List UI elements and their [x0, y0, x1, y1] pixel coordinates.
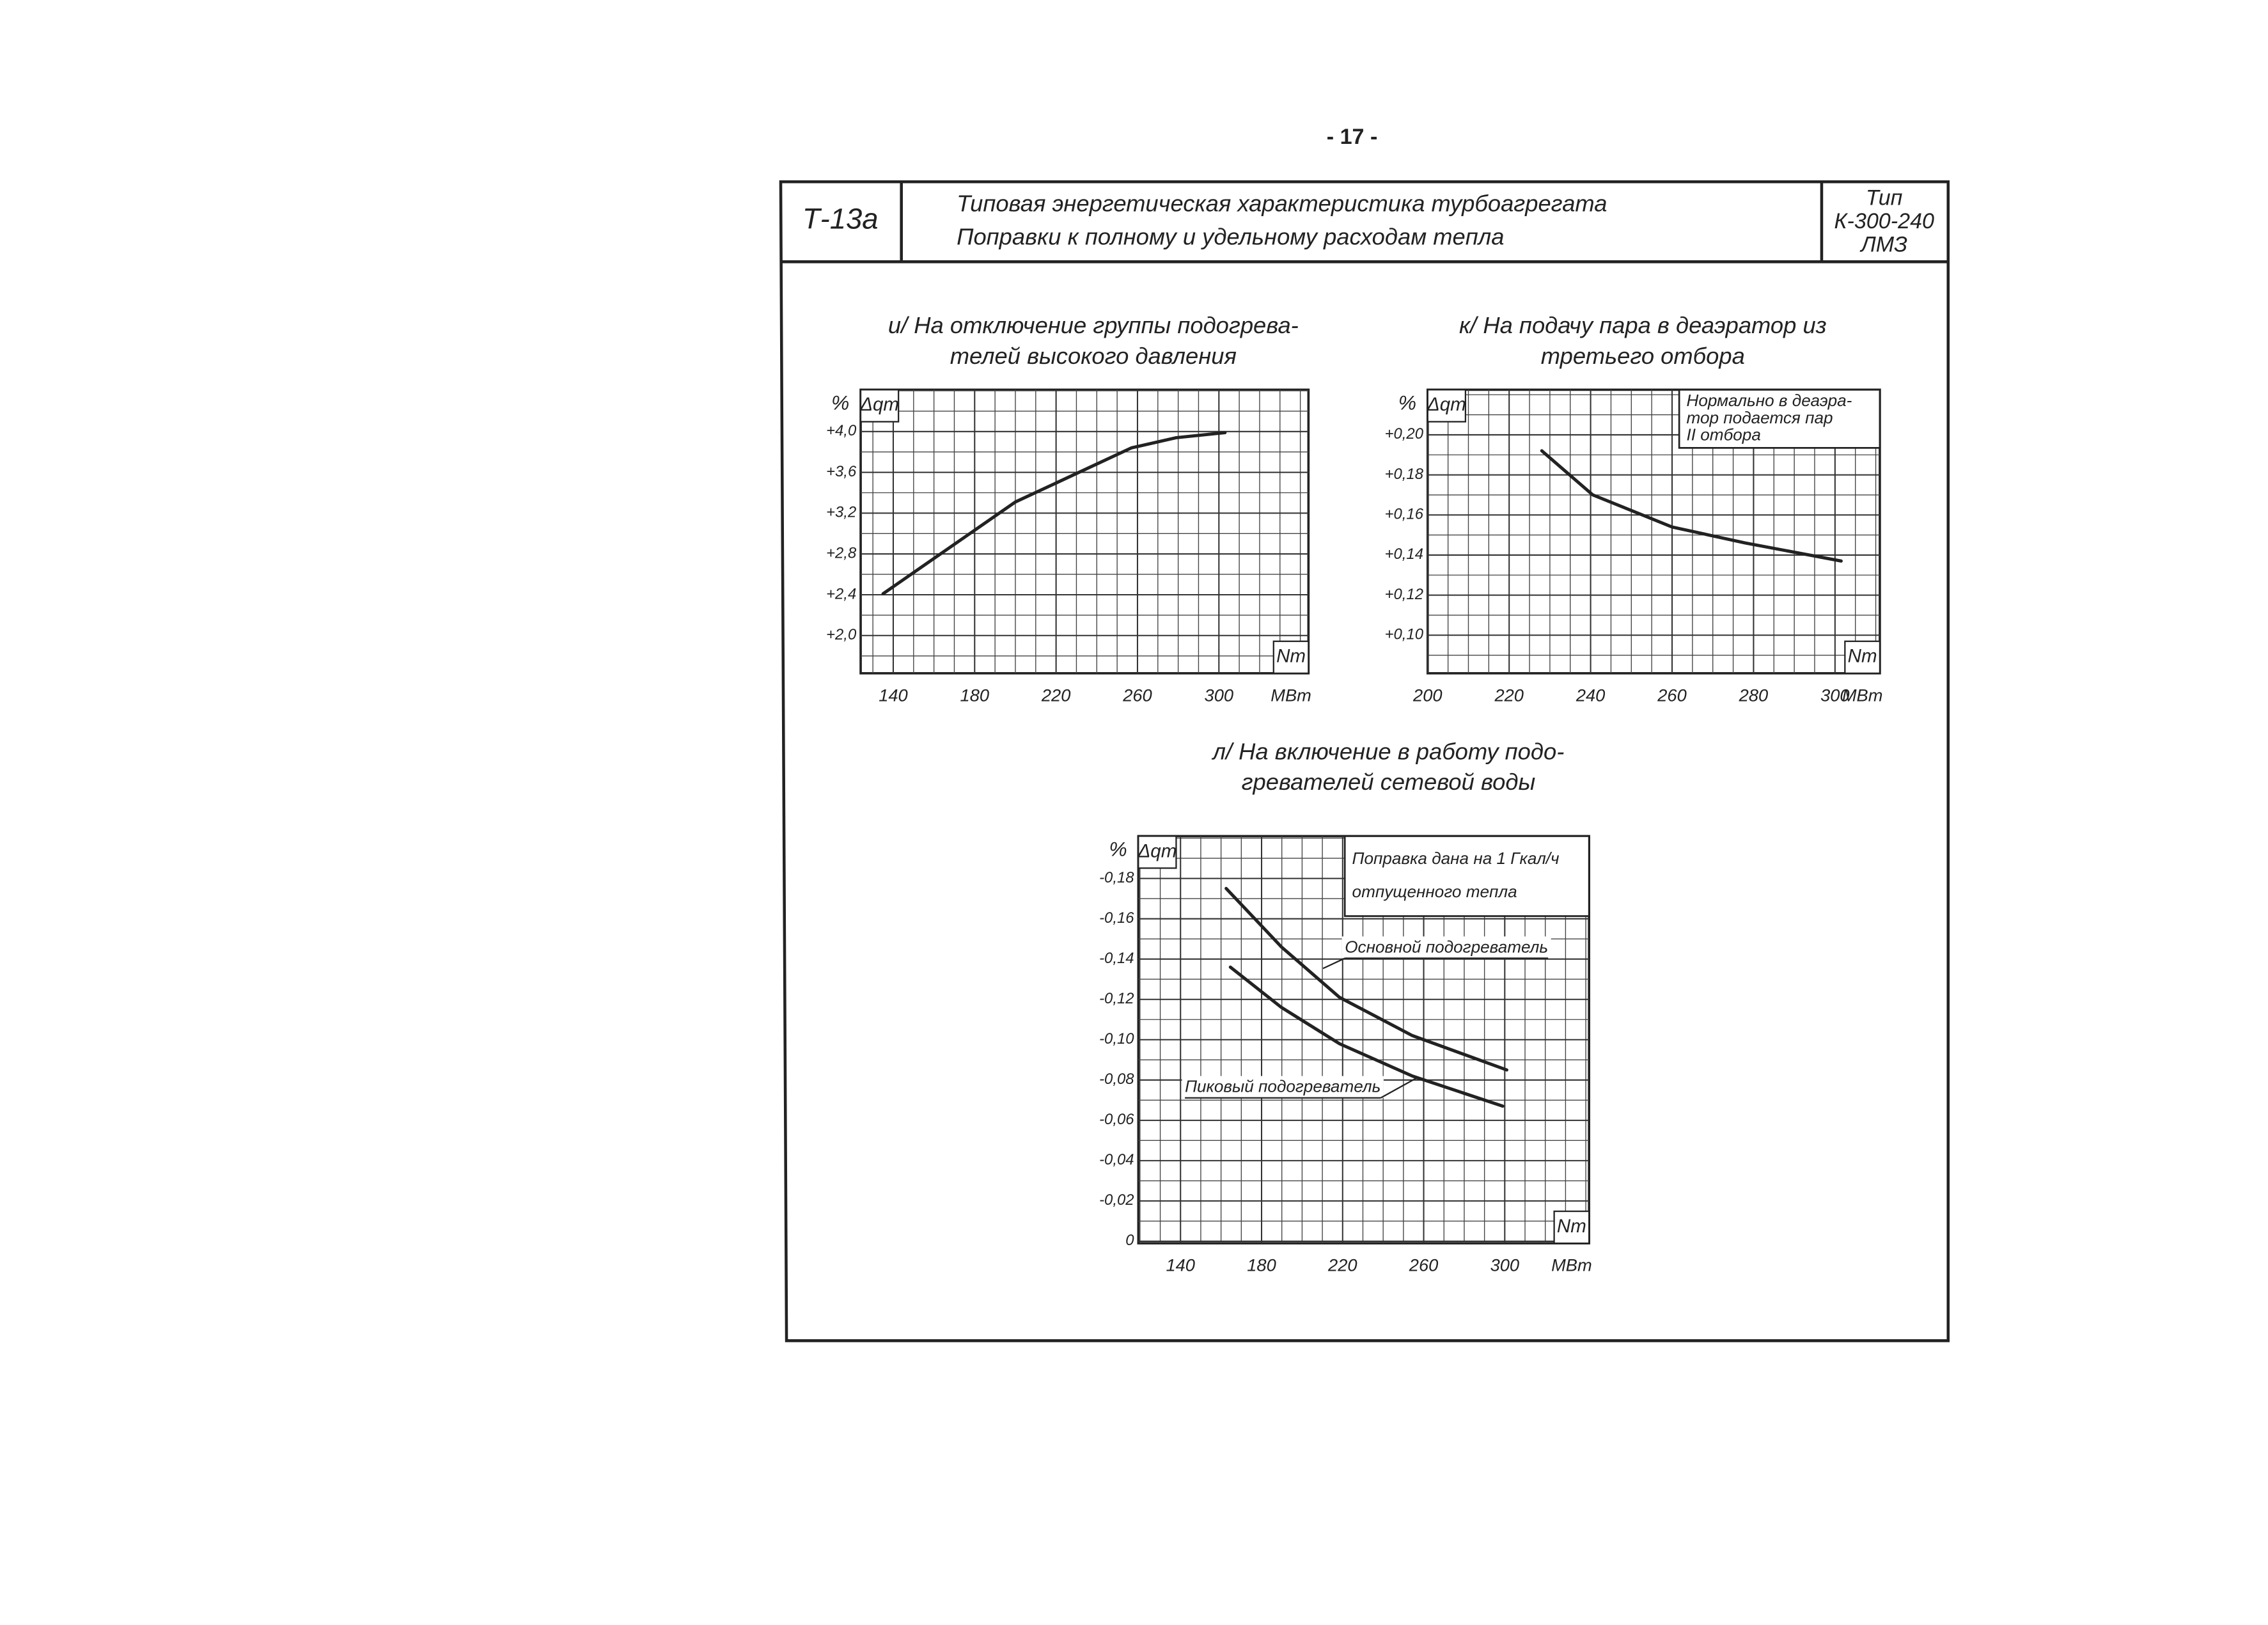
x-tick-label: 220 [1327, 1255, 1357, 1275]
y-tick-label: +0,10 [1385, 626, 1424, 643]
x-unit: МВт [1551, 1255, 1592, 1275]
chart-title: л/ На включение в работу подо- [1211, 738, 1564, 764]
x-tick-label: 140 [879, 685, 908, 705]
y-tick-label: -0,12 [1099, 990, 1134, 1007]
header-title: Типовая энергетическая характеристика ту… [957, 190, 1607, 216]
x-label: Nт [1557, 1216, 1586, 1237]
data-line [1540, 449, 1843, 563]
note-text: Поправка дана на 1 Гкал/ч [1352, 849, 1560, 868]
y-unit: % [1109, 838, 1127, 861]
series-label: Основной подогреватель [1345, 937, 1548, 956]
chart-title: к/ На подачу пара в деаэратор из [1459, 312, 1827, 338]
plot-area [859, 388, 1310, 675]
y-tick-label: -0,04 [1099, 1151, 1134, 1168]
y-tick-label: -0,14 [1099, 950, 1134, 967]
y-tick-label: +2,8 [826, 545, 857, 562]
y-tick-label: +4,0 [826, 422, 857, 439]
outer-border [779, 180, 1950, 1342]
x-tick-label: 200 [1412, 685, 1443, 705]
y-tick-label: +2,4 [826, 585, 856, 602]
y-label-box [1427, 389, 1467, 423]
x-tick-label: 260 [1657, 685, 1687, 705]
x-unit: МВт [1271, 685, 1311, 705]
y-tick-label: +0,14 [1385, 546, 1423, 563]
data-line [881, 430, 1227, 595]
x-tick-label: 140 [1166, 1255, 1195, 1275]
x-label: Nт [1276, 646, 1306, 667]
x-label-box [1553, 1210, 1590, 1244]
y-tick-label: +0,18 [1385, 466, 1424, 483]
y-label-box [859, 389, 900, 423]
x-tick-label: 220 [1041, 685, 1071, 705]
y-tick-label: 0 [1125, 1232, 1134, 1249]
note-box [1343, 835, 1590, 917]
x-tick-label: 260 [1409, 1255, 1439, 1275]
series-label-bg [1182, 1076, 1384, 1098]
y-tick-label: -0,02 [1099, 1191, 1134, 1209]
chart-title: телей высокого давления [950, 343, 1237, 369]
type-value: К-300-240 [1834, 209, 1934, 233]
x-label-box [1844, 640, 1881, 674]
leader-line [1380, 1076, 1418, 1099]
y-tick-label: +3,2 [826, 504, 856, 521]
x-tick-label: 300 [1490, 1255, 1520, 1275]
x-label: Nт [1848, 646, 1877, 667]
x-tick-label: 220 [1494, 685, 1524, 705]
sheet-code: Т-13а [802, 203, 879, 235]
chart-title: гревателей сетевой воды [1242, 769, 1536, 795]
note-text: тор подается пар [1687, 408, 1833, 427]
y-tick-label: -0,18 [1099, 869, 1134, 886]
series-label: Пиковый подогреватель [1185, 1077, 1380, 1096]
chart-title: третьего отбора [1541, 343, 1745, 369]
y-tick-label: +2,0 [826, 626, 857, 643]
type-maker: ЛМЗ [1859, 232, 1907, 256]
type-label: Тип [1866, 186, 1903, 210]
note-box [1678, 389, 1881, 449]
y-unit: % [1398, 391, 1416, 414]
x-tick-label: 280 [1739, 685, 1769, 705]
y-unit: % [831, 391, 849, 414]
header-title: Поправки к полному и удельному расходам … [957, 224, 1504, 250]
x-tick-label: 180 [1247, 1255, 1276, 1275]
leader-line [1322, 957, 1345, 970]
note-text: отпущенного тепла [1352, 882, 1517, 901]
frame [779, 180, 1950, 1342]
chart-title: и/ На отключение группы подогрева- [888, 312, 1299, 338]
note-text: II отбора [1687, 425, 1761, 444]
series-label-bg [1341, 936, 1551, 959]
y-tick-label: -0,16 [1099, 909, 1134, 927]
x-unit: МВт [1842, 685, 1883, 705]
x-tick-label: 240 [1576, 685, 1605, 705]
y-tick-label: +0,12 [1385, 586, 1423, 603]
page-number: - 17 - [1327, 125, 1378, 149]
x-tick-label: 260 [1122, 685, 1152, 705]
y-tick-label: -0,08 [1099, 1071, 1134, 1088]
y-tick-label: +0,20 [1385, 425, 1424, 443]
data-line [1228, 965, 1505, 1108]
y-tick-label: +3,6 [826, 463, 857, 480]
y-tick-label: -0,06 [1099, 1111, 1134, 1128]
y-tick-label: +0,16 [1385, 506, 1424, 523]
x-tick-label: 300 [1820, 685, 1849, 705]
y-tick-label: -0,10 [1099, 1030, 1134, 1048]
x-tick-label: 300 [1205, 685, 1234, 705]
y-label: Δqт [859, 394, 899, 415]
x-label-box [1272, 640, 1310, 674]
y-label: Δqт [1137, 840, 1177, 861]
y-label-box [1138, 835, 1177, 869]
data-line [1224, 886, 1508, 1072]
x-tick-label: 180 [960, 685, 990, 705]
note-text: Нормально в деаэра- [1687, 391, 1852, 410]
y-label: Δqт [1427, 394, 1466, 415]
